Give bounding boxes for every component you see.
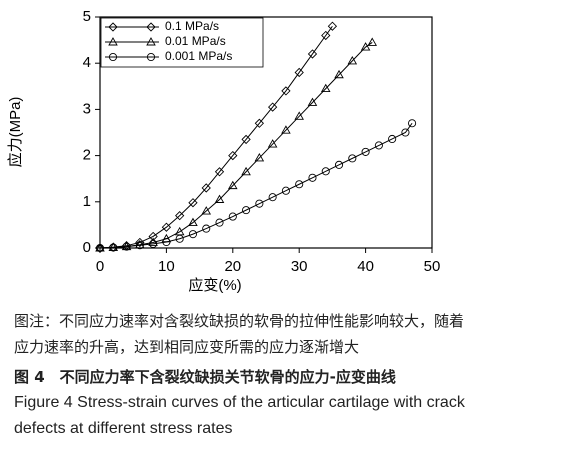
point [267,139,278,148]
point [327,21,338,31]
title-en-line: Figure 4 Stress-strain curves of the art… [14,394,465,411]
point [361,147,370,156]
point [321,30,331,41]
point [175,211,185,221]
x-axis-label: 应变(%) [188,276,241,294]
plot-frame [99,16,433,249]
legend-marker [146,22,156,32]
point [161,222,172,232]
x-tick-label: 50 [424,258,441,275]
legend-marker [108,52,118,62]
point [214,167,225,177]
point [201,206,212,215]
point [334,160,344,169]
point [228,212,237,221]
point [347,55,358,65]
point [202,224,211,233]
point [135,239,145,249]
note-line: 图注：不同应力速率对含裂纹缺损的软骨的拉伸性能影响较大，随着 [14,312,465,330]
point [360,42,371,51]
point [175,234,184,243]
point [241,166,251,176]
point [228,180,238,190]
point [374,141,383,150]
point [188,217,198,227]
point [281,86,291,96]
point [281,186,290,195]
point [135,241,144,250]
series-line [99,41,373,249]
y-tick-label: 0 [83,239,91,256]
legend-label: 0.1 MPa/s [165,19,219,33]
point [308,173,317,182]
y-axis-label: 应力(MPa) [6,97,24,168]
x-tick-label: 30 [291,258,308,275]
point [268,102,278,112]
point [188,198,198,208]
legend-marker [108,22,118,32]
point [95,243,105,253]
point [281,125,291,134]
point [122,242,131,251]
point [408,119,417,128]
point [162,237,171,247]
point [148,237,158,246]
point [109,243,118,252]
point [241,134,251,145]
point [388,134,397,144]
point [320,83,331,93]
legend-label: 0.001 MPa/s [165,49,232,63]
point [149,239,158,248]
point [307,49,318,59]
x-tick-label: 40 [357,258,374,275]
point [321,167,330,176]
point [367,37,378,46]
series-line [99,122,413,249]
point [295,180,304,189]
point [307,97,318,106]
point [188,230,198,239]
title-en-line: defects at different stress rates [14,420,233,437]
point [268,193,277,202]
y-tick-label: 2 [83,147,91,164]
note-line: 应力速率的升高，达到相同应变所需的应力逐渐增大 [14,338,360,356]
legend-marker [146,52,156,62]
point [334,69,344,79]
y-tick-label: 4 [83,54,91,71]
point [228,150,238,161]
point [255,199,264,208]
legend-label: 0.01 MPa/s [165,34,226,48]
legend-marker [146,37,156,46]
x-tick-label: 20 [224,258,241,275]
x-tick-label: 10 [158,258,175,275]
point [294,111,304,120]
point [254,153,265,162]
x-tick-label: 0 [96,258,104,275]
y-tick-label: 1 [83,193,91,210]
y-tick-label: 3 [83,100,91,117]
point [214,194,225,203]
legend-marker [108,37,118,46]
point [242,206,251,215]
title-cn: 图 4 不同应力率下含裂纹缺损关节软骨的应力-应变曲线 [14,368,396,386]
point [348,154,357,163]
point [135,237,145,248]
point [401,128,410,137]
point [215,218,224,227]
point [294,67,304,78]
series-line [99,25,333,249]
point [201,183,211,193]
y-tick-label: 5 [83,8,91,25]
point [254,118,264,128]
chart: 应变(%) 应力(MPa) 0 10 20 30 40 50 0 1 2 3 4 5 0.1 MPa/s… [6,8,441,294]
